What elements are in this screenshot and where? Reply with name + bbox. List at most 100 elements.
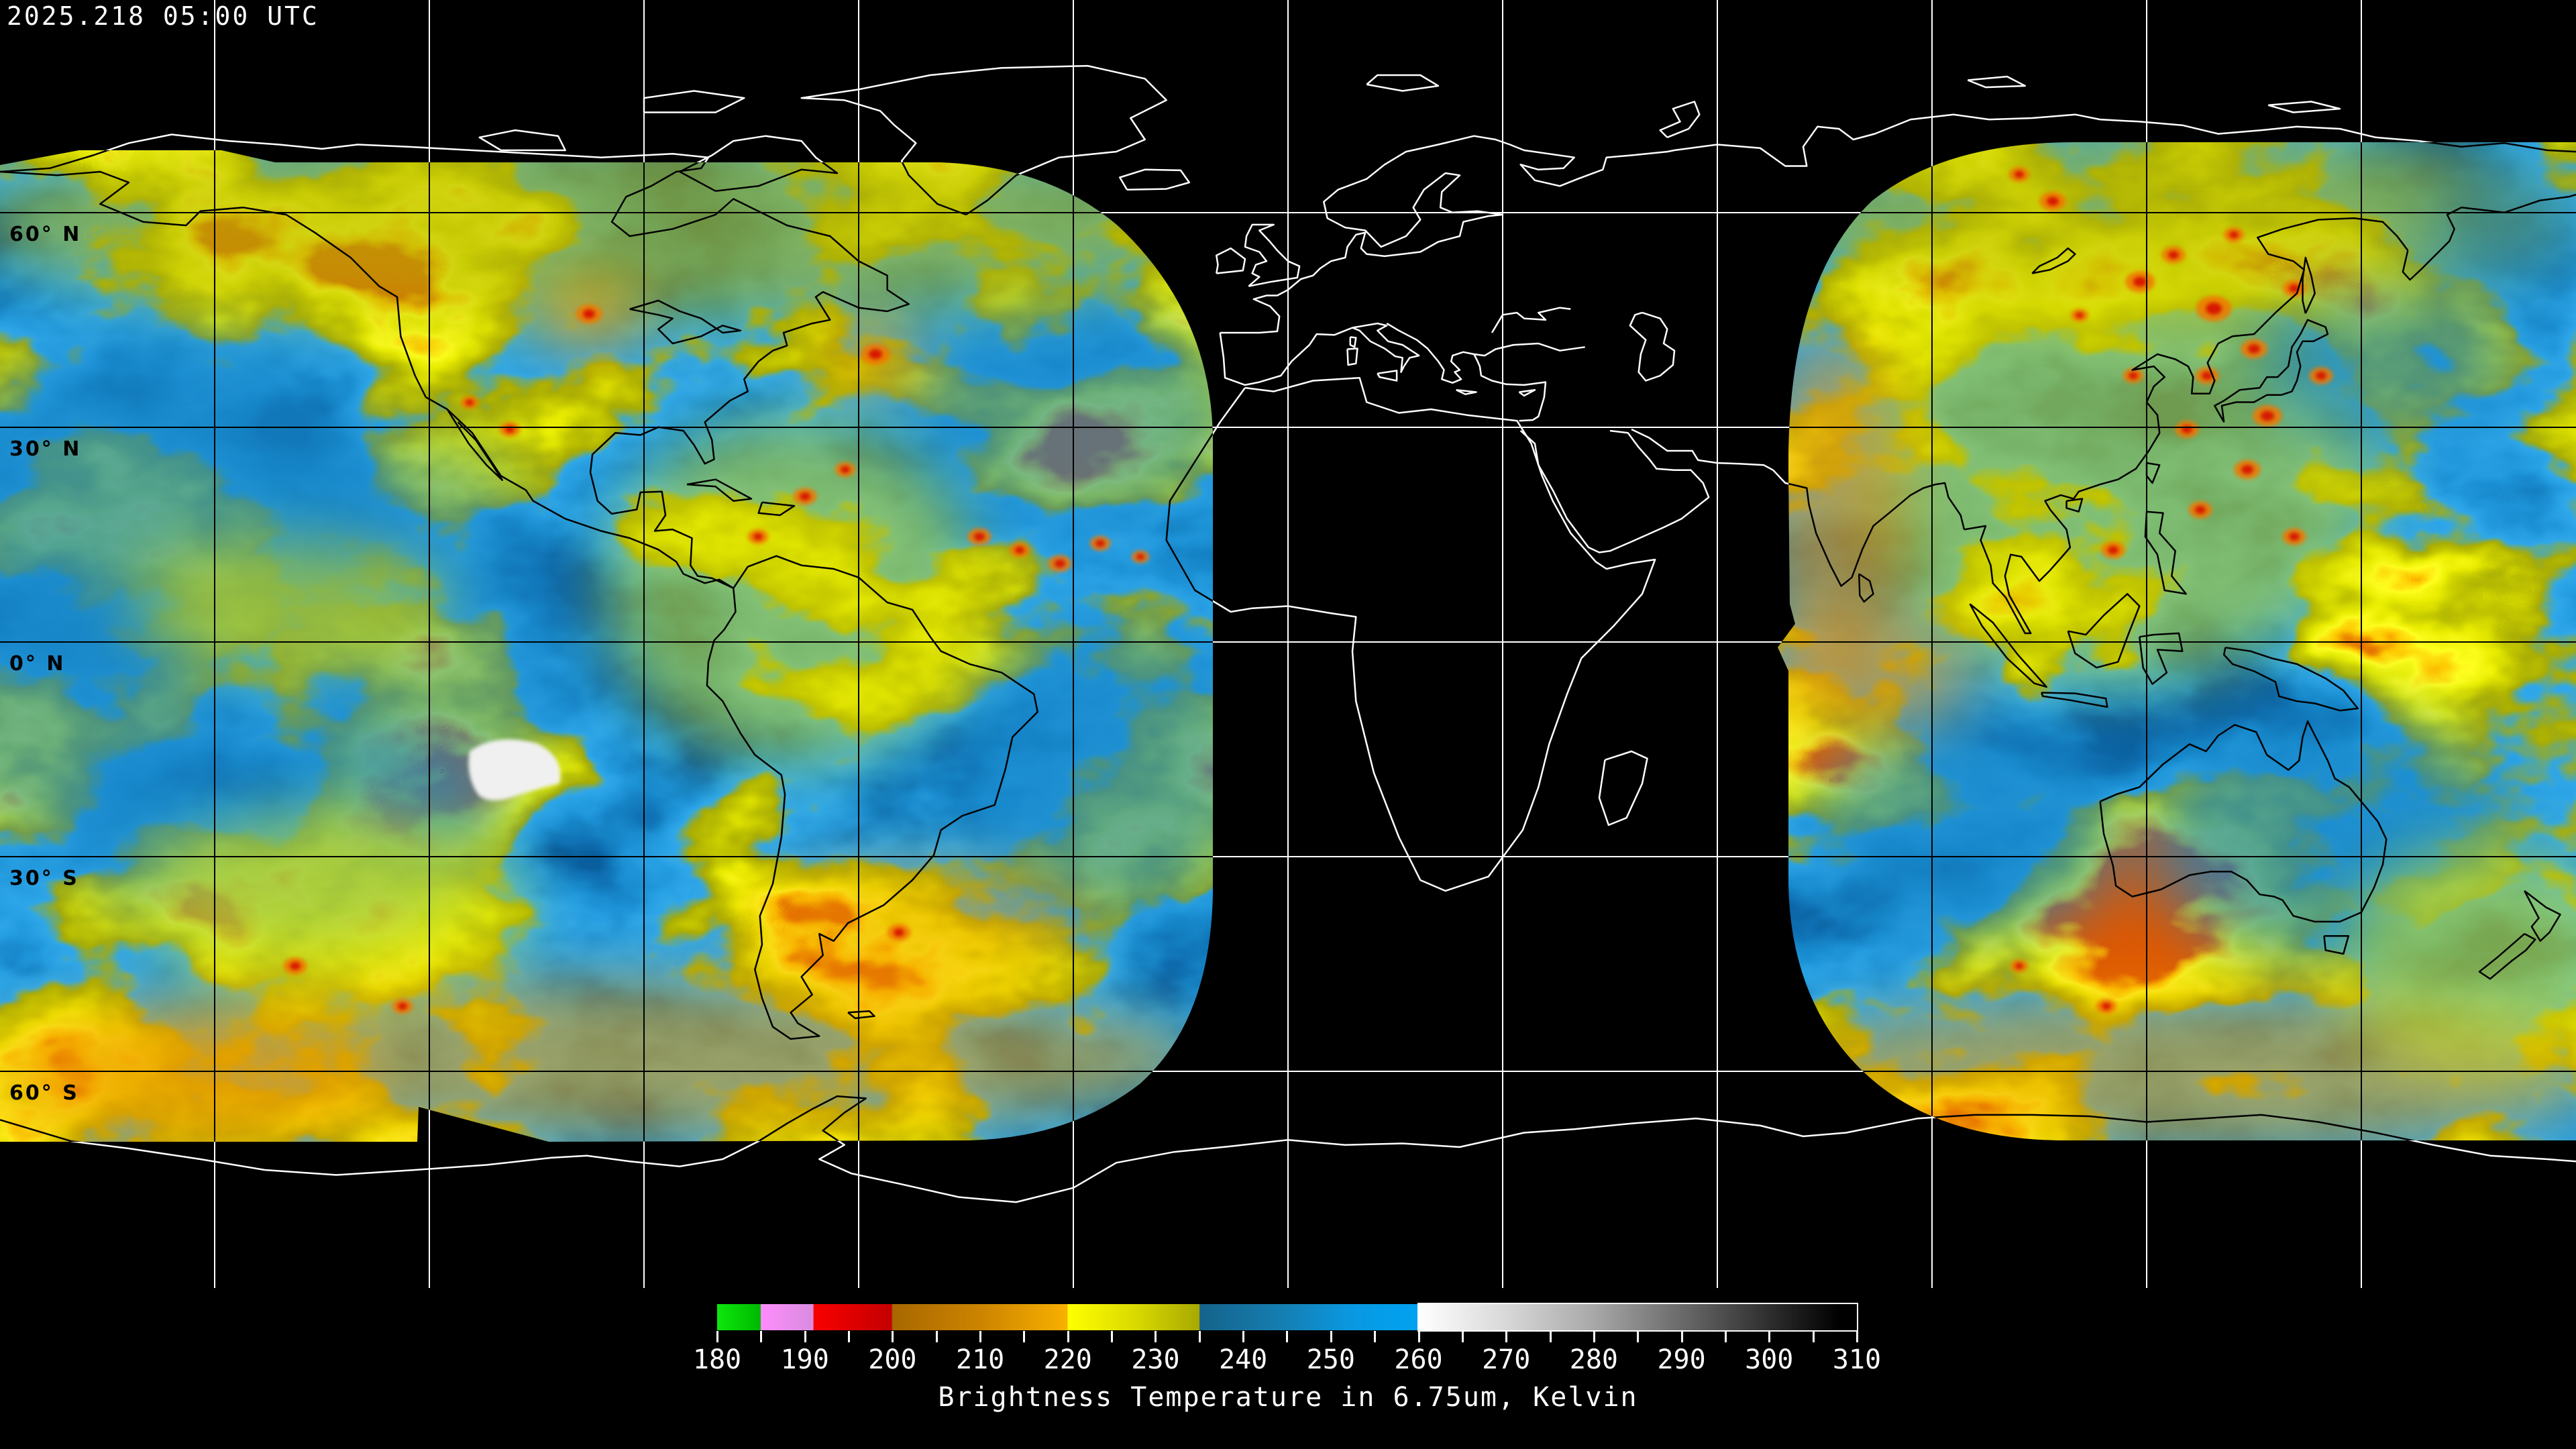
colorbar-tick-label: 260: [1394, 1344, 1443, 1375]
coastline-sri_lanka: [1858, 573, 1874, 603]
timestamp: 2025.218 05:00 UTC: [7, 1, 319, 31]
convective-core: [2202, 372, 2212, 380]
convective-core: [2047, 197, 2059, 206]
coastline-sumatra: [1969, 603, 2047, 688]
colorbar-tick-label: 290: [1657, 1344, 1706, 1375]
colorbar-tick: [1242, 1331, 1245, 1342]
tint-blob: [1805, 718, 2127, 946]
regional-tints: [0, 142, 2576, 1142]
colorbar-tick-label: 210: [955, 1344, 1005, 1375]
colorbar-tick: [1549, 1331, 1552, 1342]
coastline-novaya_zemlya: [1659, 101, 1701, 138]
coastline-arabia: [1519, 429, 1710, 553]
colorbar-tick: [804, 1331, 806, 1342]
colorbar-title: Brightness Temperature in 6.75um, Kelvin: [938, 1382, 1638, 1413]
warm-dry-white-patch: [468, 739, 561, 800]
convective-core: [2015, 963, 2023, 969]
coastline-italy: [1352, 322, 1420, 373]
colorbar-tick: [1330, 1331, 1332, 1342]
coastline-sicily: [1377, 370, 1398, 382]
coastline-ellesmere: [643, 90, 745, 113]
tint-blob: [0, 1013, 376, 1142]
convective-core: [894, 928, 904, 936]
convective-core: [753, 533, 763, 541]
convective-core: [2182, 425, 2192, 433]
convective-core: [1136, 553, 1144, 560]
convective-core: [466, 399, 474, 406]
colorbar-tick: [1417, 1331, 1420, 1342]
colorbar-gradient: [717, 1304, 1857, 1330]
convective-core: [2102, 1002, 2111, 1010]
coastline-madagascar: [1598, 750, 1648, 826]
convective-core: [2108, 546, 2118, 554]
colorbar-tick: [1812, 1331, 1815, 1342]
colorbar-tick: [1111, 1331, 1114, 1342]
convective-core: [2195, 506, 2206, 514]
coastline-philippines: [2144, 511, 2187, 595]
coastline-iberia_med: [1219, 327, 1353, 386]
convective-core: [398, 1002, 407, 1010]
latitude-label: 60° S: [9, 1081, 79, 1105]
coastline-nz_north: [2524, 890, 2561, 942]
coastline-baja: [446, 409, 504, 481]
coastline-balkans_greece: [1386, 323, 1474, 384]
coastline-turkey_north: [1474, 342, 1585, 357]
coastline-tasmania: [2323, 934, 2350, 955]
colorbar-tick-label: 240: [1219, 1344, 1268, 1375]
colorbar-tick-label: 250: [1306, 1344, 1355, 1375]
coastline-atlantic_europe: [1220, 135, 1511, 334]
coastline-new_guinea: [2222, 647, 2359, 712]
coastline-na_west: [0, 170, 734, 589]
coastline-taiwan: [2145, 462, 2161, 484]
world-map: 60° N 30° N 0° N 30° S 60° S: [0, 0, 2576, 1288]
coastline-antarctica: [0, 1095, 2576, 1142]
convective-core: [2129, 372, 2138, 380]
convective-core: [2206, 303, 2222, 315]
convective-core: [2289, 284, 2300, 292]
coastline-falklands: [847, 1010, 875, 1020]
colorbar-tick: [892, 1331, 894, 1342]
convective-core: [2229, 231, 2239, 239]
tint-blob: [1778, 142, 2576, 315]
coastline-iran_coast: [1631, 428, 1774, 471]
latitude-label: 60° N: [9, 223, 81, 246]
coastline-corsica: [1349, 336, 1357, 348]
tint-blob: [127, 543, 449, 664]
colorbar-tick: [1461, 1331, 1464, 1342]
coastline-iceland: [1119, 168, 1191, 191]
coastline-sulawesi: [2139, 632, 2184, 685]
colorbar-tick: [760, 1331, 763, 1342]
convective-core: [974, 533, 985, 541]
tint-blob: [0, 142, 1244, 322]
coastline-cuba: [686, 478, 753, 502]
convective-core: [290, 962, 301, 970]
convective-core: [2133, 276, 2147, 287]
tint-blob: [1845, 255, 2381, 684]
convective-core: [2015, 170, 2024, 178]
convective-core: [2289, 533, 2300, 541]
colorbar-tick: [1593, 1331, 1595, 1342]
colorbar-tick-label: 180: [692, 1344, 742, 1375]
colorbar-tick: [1856, 1331, 1858, 1342]
convective-core: [2248, 344, 2260, 354]
coastline-siberia_arctic: [1674, 113, 2576, 167]
convective-core: [800, 492, 810, 500]
coastline-crete: [1456, 389, 1477, 395]
coastline-uk: [1244, 223, 1301, 287]
latitude-label: 30° S: [9, 867, 79, 890]
convective-core: [1015, 546, 1024, 554]
coastline-turkey_south_levant: [1473, 354, 1547, 422]
colorbar-tick: [716, 1331, 718, 1342]
coastline-kola_white_sea: [1509, 144, 1675, 187]
coastline-australia: [2099, 720, 2387, 923]
coastline-new_siberian: [2267, 101, 2341, 113]
coastline-great_lakes: [629, 299, 742, 345]
convective-core: [583, 309, 595, 319]
convective-core: [1055, 559, 1065, 568]
colorbar-tick-label: 220: [1043, 1344, 1092, 1375]
colorbar-tick: [979, 1331, 982, 1342]
colorbar-tick-label: 230: [1131, 1344, 1180, 1375]
colorbar-tick-label: 280: [1569, 1344, 1619, 1375]
latitude-label: 0° N: [9, 652, 65, 676]
